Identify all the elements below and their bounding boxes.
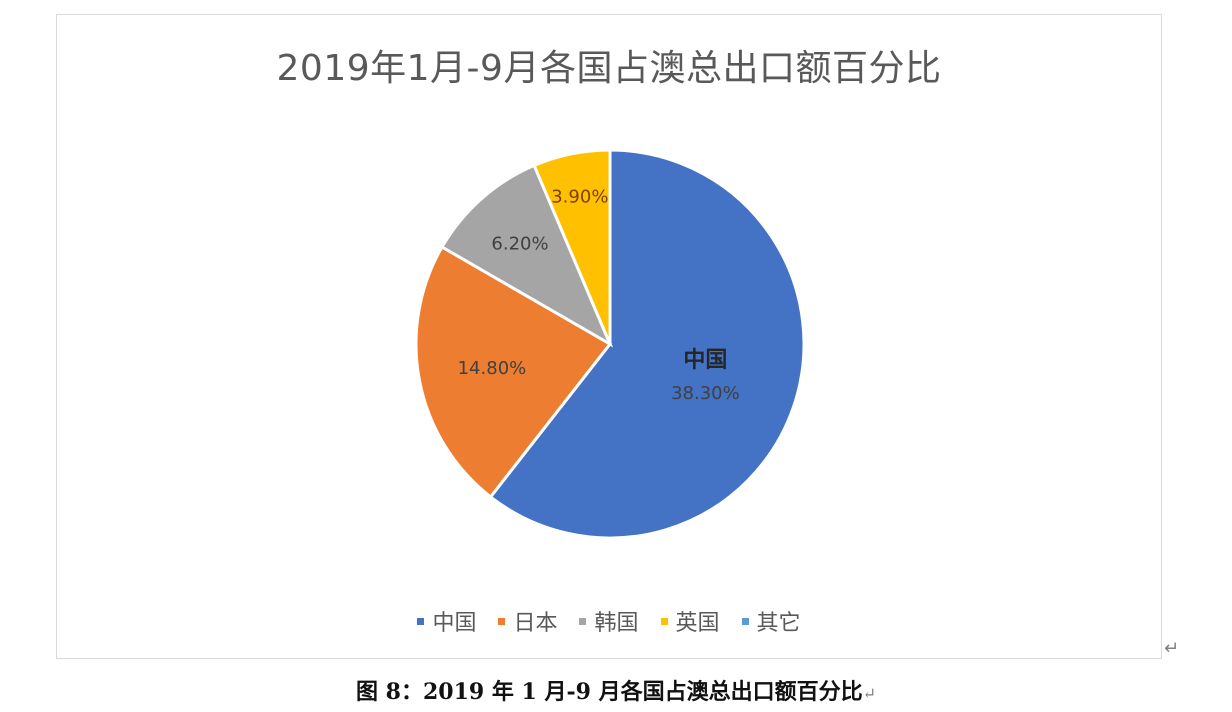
legend-swatch <box>741 617 749 625</box>
pie-slice-1 <box>414 244 613 499</box>
pie-slice-3 <box>532 148 612 345</box>
legend-label: 中国 <box>432 611 477 636</box>
legend-label: 日本 <box>513 611 558 636</box>
slice-value-label: 14.80% <box>458 358 527 379</box>
pie-slice-2 <box>439 163 614 348</box>
slice-value-label: 6.20% <box>491 233 548 254</box>
slice-value-label: 3.90% <box>551 187 608 208</box>
paragraph-mark-icon: ↵ <box>862 684 876 703</box>
legend-swatch <box>498 617 506 625</box>
pie-slice-0 <box>488 148 806 540</box>
legend-label: 英国 <box>675 611 720 636</box>
legend-item: 英国 <box>660 605 720 637</box>
legend-label: 其它 <box>756 611 801 636</box>
figure-caption: 图 8：2019 年 1 月-9 月各国占澳总出口额百分比↵ <box>0 674 1232 706</box>
legend: 中国 日本 韩国 英国 其它 <box>57 605 1161 637</box>
caption-text: 图 8：2019 年 1 月-9 月各国占澳总出口额百分比 <box>356 679 863 705</box>
chart-title: 2019年1月-9月各国占澳总出口额百分比 <box>276 48 942 89</box>
legend-label: 韩国 <box>594 611 639 636</box>
slice-category-label: 中国 <box>683 348 727 373</box>
legend-item: 日本 <box>498 605 557 637</box>
paragraph-mark-icon: ↵ <box>1164 638 1180 659</box>
legend-item: 其它 <box>741 605 801 637</box>
legend-item: 韩国 <box>579 605 639 637</box>
slice-value-label: 38.30% <box>671 383 740 404</box>
chart-frame: 2019年1月-9月各国占澳总出口额百分比 中国 38.30% 14.80% 6.20… <box>56 14 1162 659</box>
legend-swatch <box>660 617 668 625</box>
pie-chart: 中国 38.30% 14.80% 6.20% 3.90% <box>414 148 806 540</box>
legend-item: 中国 <box>417 605 476 637</box>
legend-swatch <box>417 617 425 625</box>
legend-swatch <box>579 617 587 625</box>
